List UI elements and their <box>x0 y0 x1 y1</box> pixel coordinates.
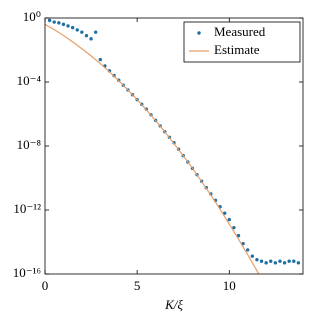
legend-box <box>183 21 301 63</box>
measured-point <box>269 259 273 263</box>
measured-point <box>89 37 93 41</box>
y-tick-label: 10⁰ <box>23 9 41 24</box>
measured-point <box>84 33 89 38</box>
measured-point <box>259 259 264 263</box>
plot-frame <box>44 17 304 275</box>
measured-point <box>227 217 231 222</box>
measured-point <box>282 261 287 265</box>
x-axis-label: K/ξ <box>164 297 183 312</box>
measured-point <box>80 30 84 34</box>
x-tick-label: 0 <box>42 278 49 293</box>
y-tick-label: 10⁻¹⁶ <box>13 265 41 280</box>
estimate-line <box>45 23 260 274</box>
measured-point <box>222 211 227 215</box>
x-tick-label: 10 <box>223 278 236 293</box>
measured-point <box>75 28 79 32</box>
measured-point <box>246 248 250 252</box>
measured-point <box>61 22 66 27</box>
measured-point <box>292 259 296 263</box>
y-tick-label: 10⁻¹² <box>13 201 41 216</box>
measured-point <box>287 259 291 263</box>
measured-point <box>273 261 278 265</box>
measured-point <box>47 18 52 23</box>
x-tick-label: 5 <box>134 278 141 293</box>
y-tick-label: 10⁻⁸ <box>17 137 42 152</box>
measured-point <box>93 30 98 34</box>
legend-label: Estimate <box>214 42 260 57</box>
y-tick-label: 10⁻⁴ <box>17 73 42 88</box>
measured-point <box>232 225 236 230</box>
measured-point <box>250 254 255 258</box>
measured-point <box>255 257 259 262</box>
measured-point <box>98 57 102 62</box>
measured-point <box>278 259 282 263</box>
measured-point <box>296 261 301 265</box>
measured-point <box>264 261 268 265</box>
legend-label: Measured <box>214 24 266 39</box>
measured-point <box>236 233 241 238</box>
chart: K/ξ 0 5 10 10⁰ 10⁻⁴ 10⁻⁸ 10⁻¹² 10⁻¹⁶ Measured Est… <box>13 9 304 312</box>
measured-point <box>52 20 56 24</box>
measured-point <box>66 24 70 28</box>
measured-point <box>70 25 75 30</box>
measured-point <box>57 21 61 25</box>
legend-marker <box>197 31 201 35</box>
